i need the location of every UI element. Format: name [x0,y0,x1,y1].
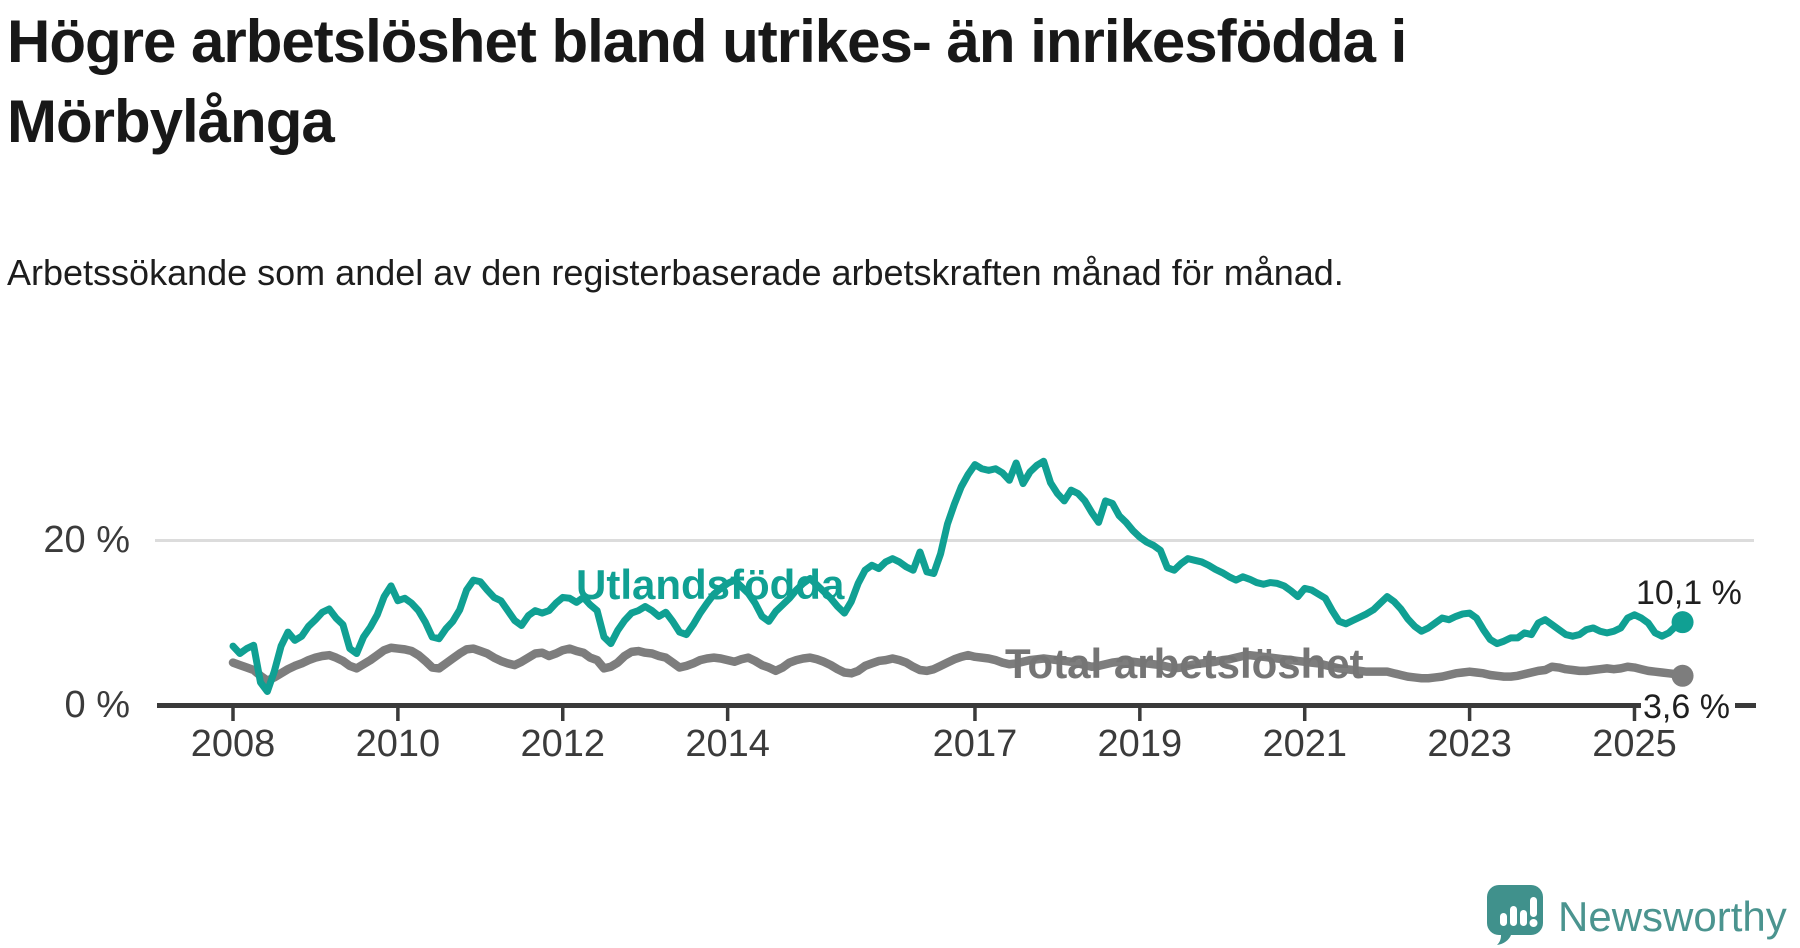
end-dot-series-1 [1671,611,1694,634]
series-label-total: Total arbetslöshet [1005,640,1364,687]
end-value-label-utlandsfodda: 10,1 % [1636,574,1742,612]
x-axis-label-2017: 2017 [932,723,1018,765]
line-series-1 [229,457,1687,695]
end-dot-series-0 [1671,664,1694,687]
chart-subtitle: Arbetssökande som andel av den registerb… [7,252,1344,293]
x-axis-label-2008: 2008 [190,723,276,765]
x-axis-label-2023: 2023 [1427,723,1512,765]
x-axis-label-2014: 2014 [685,723,770,765]
x-axis-label-2019: 2019 [1097,723,1183,765]
series-label-utlandsfodda: Utlandsfödda [576,561,845,608]
y-axis-label-20: 20 % [43,519,130,561]
page-title: Högre arbetslöshet bland utrikes- än inr… [7,8,1407,155]
newsworthy-logo-icon [1487,885,1543,945]
x-axis-label-2021: 2021 [1262,723,1347,765]
line-series-0 [228,643,1687,685]
newsworthy-logo: Newsworthy [1486,884,1787,946]
end-value-label-total: 3,6 % [1641,688,1735,726]
y-axis-label-0: 0 % [64,684,130,726]
x-axis-label-2010: 2010 [355,723,441,765]
x-axis-label-2025: 2025 [1592,723,1677,765]
x-axis-label-2012: 2012 [520,723,606,765]
newsworthy-logo-text: Newsworthy [1558,893,1787,940]
